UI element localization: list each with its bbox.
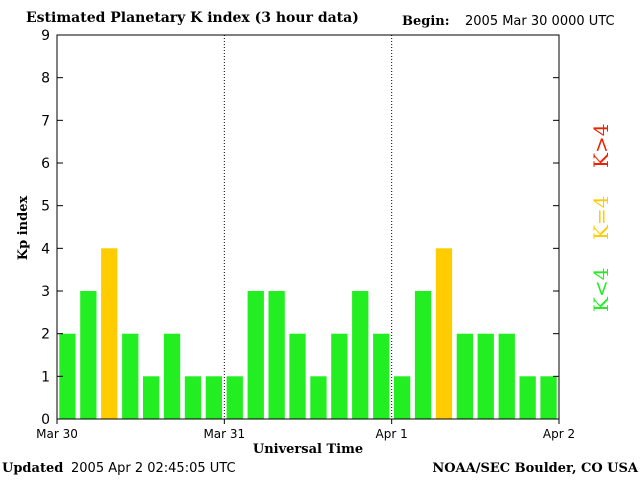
bar-12	[310, 376, 327, 419]
updated-label: Updated	[2, 461, 64, 476]
plot-frame	[56, 34, 560, 420]
updated-value: 2005 Apr 2 02:45:05 UTC	[71, 461, 236, 476]
y-tick-label-5: 5	[41, 199, 50, 215]
bar-21	[498, 333, 515, 419]
begin-value: 2005 Mar 30 0000 UTC	[465, 14, 615, 29]
y-axis-ticks: 0 1 2 3 4 5 6 7 8 9	[41, 28, 559, 428]
bar-0	[59, 333, 76, 419]
bar-11	[289, 333, 306, 419]
bar-3	[122, 333, 139, 419]
begin-label: Begin:	[402, 14, 450, 29]
y-tick-label-1: 1	[41, 369, 50, 385]
bar-9	[247, 291, 264, 419]
x-tick-label-0: Mar 30	[36, 427, 78, 441]
y-tick-label-7: 7	[41, 113, 50, 129]
bar-7	[205, 376, 222, 419]
bar-20	[477, 333, 494, 419]
bar-8	[226, 376, 243, 419]
x-tick-label-2: Apr 1	[376, 427, 408, 441]
bar-2	[101, 248, 118, 419]
y-axis-label: Kp index	[16, 196, 31, 261]
y-tick-label-2: 2	[41, 327, 50, 343]
bar-22	[519, 376, 536, 419]
bar-17	[414, 291, 432, 419]
bar-4	[143, 376, 160, 419]
bar-5	[163, 333, 181, 419]
bar-15	[373, 333, 390, 419]
bar-10	[268, 291, 285, 419]
x-axis-label: Universal Time	[253, 442, 363, 457]
legend-k-below-4: K<4	[589, 267, 613, 312]
y-tick-label-0: 0	[41, 412, 50, 428]
x-tick-label-1: Mar 31	[203, 427, 245, 441]
chart-title: Estimated Planetary K index (3 hour data…	[26, 10, 359, 26]
bar-23	[540, 376, 557, 419]
x-axis-ticks: Mar 30 Mar 31 Apr 1 Apr 2	[36, 419, 575, 441]
y-tick-label-4: 4	[41, 241, 50, 257]
y-tick-label-8: 8	[41, 71, 50, 87]
x-tick-label-3: Apr 2	[543, 427, 575, 441]
y-tick-label-9: 9	[41, 28, 50, 44]
y-tick-label-3: 3	[41, 284, 50, 300]
legend-k-equal-4: K=4	[589, 195, 613, 240]
bar-1	[80, 291, 97, 419]
source-credit: NOAA/SEC Boulder, CO USA	[432, 461, 638, 476]
bar-19	[456, 333, 473, 419]
bar-14	[352, 291, 369, 419]
bar-16	[394, 376, 411, 419]
day-dividers	[223, 35, 393, 419]
y-tick-label-6: 6	[41, 156, 50, 172]
legend-k-above-4: K>4	[589, 123, 613, 168]
bar-group	[59, 248, 557, 419]
bar-6	[184, 376, 202, 419]
bar-18	[435, 248, 453, 419]
bar-13	[331, 333, 348, 419]
